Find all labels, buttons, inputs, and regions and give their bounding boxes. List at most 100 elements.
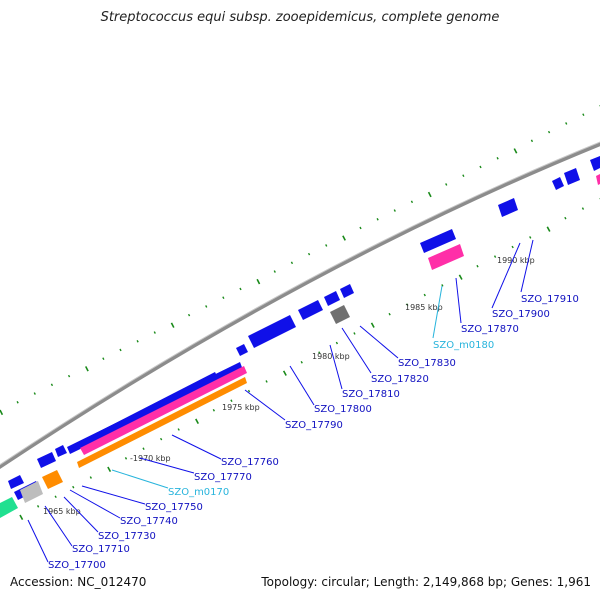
tick-mark (230, 399, 233, 402)
tick-mark (565, 122, 568, 125)
tick-mark (142, 447, 145, 451)
tick-mark (513, 148, 518, 154)
genome-backbone-highlight (0, 141, 600, 466)
tick-mark (581, 207, 585, 210)
leader-line (81, 485, 146, 505)
tick-mark (0, 409, 4, 416)
tick-mark (496, 156, 499, 160)
leader-line (289, 365, 315, 406)
tick-mark (177, 428, 180, 431)
cds-feature[interactable] (55, 445, 67, 457)
tick-mark (479, 165, 482, 169)
tick-mark (388, 312, 391, 316)
topology-summary: Topology: circular; Length: 2,149,868 bp… (261, 575, 591, 589)
gene-label-szo-17760[interactable]: SZO_17760 (221, 457, 279, 468)
cds-feature[interactable] (248, 315, 296, 348)
gene-label-szo-17830[interactable]: SZO_17830 (398, 358, 456, 369)
genome-backbone (0, 141, 600, 470)
tick-mark (307, 252, 311, 256)
gene-label-szo-17810[interactable]: SZO_17810 (342, 389, 400, 400)
tick-mark (54, 495, 57, 499)
gene-label-szo-m0180[interactable]: SZO_m0180 (433, 340, 494, 351)
tick-mark (153, 331, 156, 334)
cds-feature[interactable] (37, 452, 56, 468)
tick-mark (16, 400, 19, 404)
gene-label-szo-17820[interactable]: SZO_17820 (371, 374, 429, 385)
leader-line (432, 285, 443, 339)
gene-label-szo-m0170[interactable]: SZO_m0170 (168, 487, 229, 498)
tick-mark (410, 200, 414, 204)
gene-label-szo-17910[interactable]: SZO_17910 (521, 294, 579, 305)
cds-feature[interactable] (96, 372, 219, 440)
tick-mark (335, 341, 339, 345)
scale-label-1990: 1990 kbp (497, 256, 535, 265)
tick-mark (50, 383, 54, 387)
grey-feature[interactable] (20, 481, 43, 503)
feature-track (0, 156, 600, 518)
rrna-feature[interactable] (80, 366, 247, 455)
gene-label-szo-17870[interactable]: SZO_17870 (461, 324, 519, 335)
tick-mark (102, 357, 105, 360)
trna-feature[interactable] (77, 377, 247, 468)
rrna-feature[interactable] (596, 174, 600, 185)
tick-mark (529, 236, 532, 239)
cds-feature[interactable] (498, 198, 518, 217)
outer-tick-track (0, 105, 600, 416)
tick-mark (159, 437, 163, 441)
inner-tick-track (19, 198, 600, 521)
tick-mark (265, 380, 268, 383)
trna-feature[interactable] (42, 470, 63, 489)
tick-mark (19, 514, 24, 521)
gene-label-szo-17700[interactable]: SZO_17700 (48, 560, 106, 571)
tick-mark (282, 370, 287, 376)
tick-mark (187, 313, 191, 317)
tick-mark (222, 296, 225, 299)
dark-feature[interactable] (330, 305, 350, 324)
gene-label-szo-17900[interactable]: SZO_17900 (492, 309, 550, 320)
cds-feature[interactable] (324, 291, 340, 306)
cds-feature[interactable] (8, 475, 24, 489)
cds-feature[interactable] (420, 229, 456, 253)
leader-line (111, 469, 169, 489)
tick-mark (195, 418, 199, 424)
leader-line (455, 277, 462, 324)
tick-mark (107, 466, 112, 472)
cds-feature[interactable] (590, 156, 600, 171)
tick-mark (124, 457, 128, 460)
gene-label-szo-17790[interactable]: SZO_17790 (285, 420, 343, 431)
cds-feature[interactable] (552, 177, 564, 190)
gene-label-szo-17740[interactable]: SZO_17740 (120, 516, 178, 527)
tick-mark (300, 360, 303, 364)
tick-mark (290, 261, 294, 265)
tick-mark (67, 374, 71, 378)
gene-label-szo-17730[interactable]: SZO_17730 (98, 531, 156, 542)
tick-mark (85, 366, 89, 372)
accession-label: Accession: NC_012470 (10, 575, 147, 589)
tick-mark (205, 305, 208, 308)
leader-line (171, 434, 222, 460)
tick-mark (376, 217, 379, 221)
gene-label-szo-17750[interactable]: SZO_17750 (145, 502, 203, 513)
tick-mark (342, 235, 346, 241)
tick-mark (493, 255, 497, 258)
scale-label-1975: 1975 kbp (222, 403, 260, 412)
tick-mark (511, 245, 514, 249)
teal-feature[interactable] (0, 497, 18, 518)
cds-feature[interactable] (298, 300, 323, 320)
tick-mark (441, 284, 444, 287)
rrna-feature[interactable] (428, 244, 464, 270)
tick-mark (136, 339, 139, 343)
tick-mark (476, 264, 479, 268)
tick-mark (393, 209, 396, 212)
cds-feature[interactable] (564, 168, 580, 185)
gene-label-szo-17800[interactable]: SZO_17800 (314, 404, 372, 415)
scale-label-1985: 1985 kbp (405, 303, 443, 312)
cds-feature[interactable] (236, 344, 248, 356)
tick-mark (353, 332, 356, 335)
leader-line (341, 327, 372, 374)
gene-label-szo-17710[interactable]: SZO_17710 (72, 544, 130, 555)
cds-feature[interactable] (340, 284, 354, 298)
gene-label-szo-17770[interactable]: SZO_17770 (194, 472, 252, 483)
